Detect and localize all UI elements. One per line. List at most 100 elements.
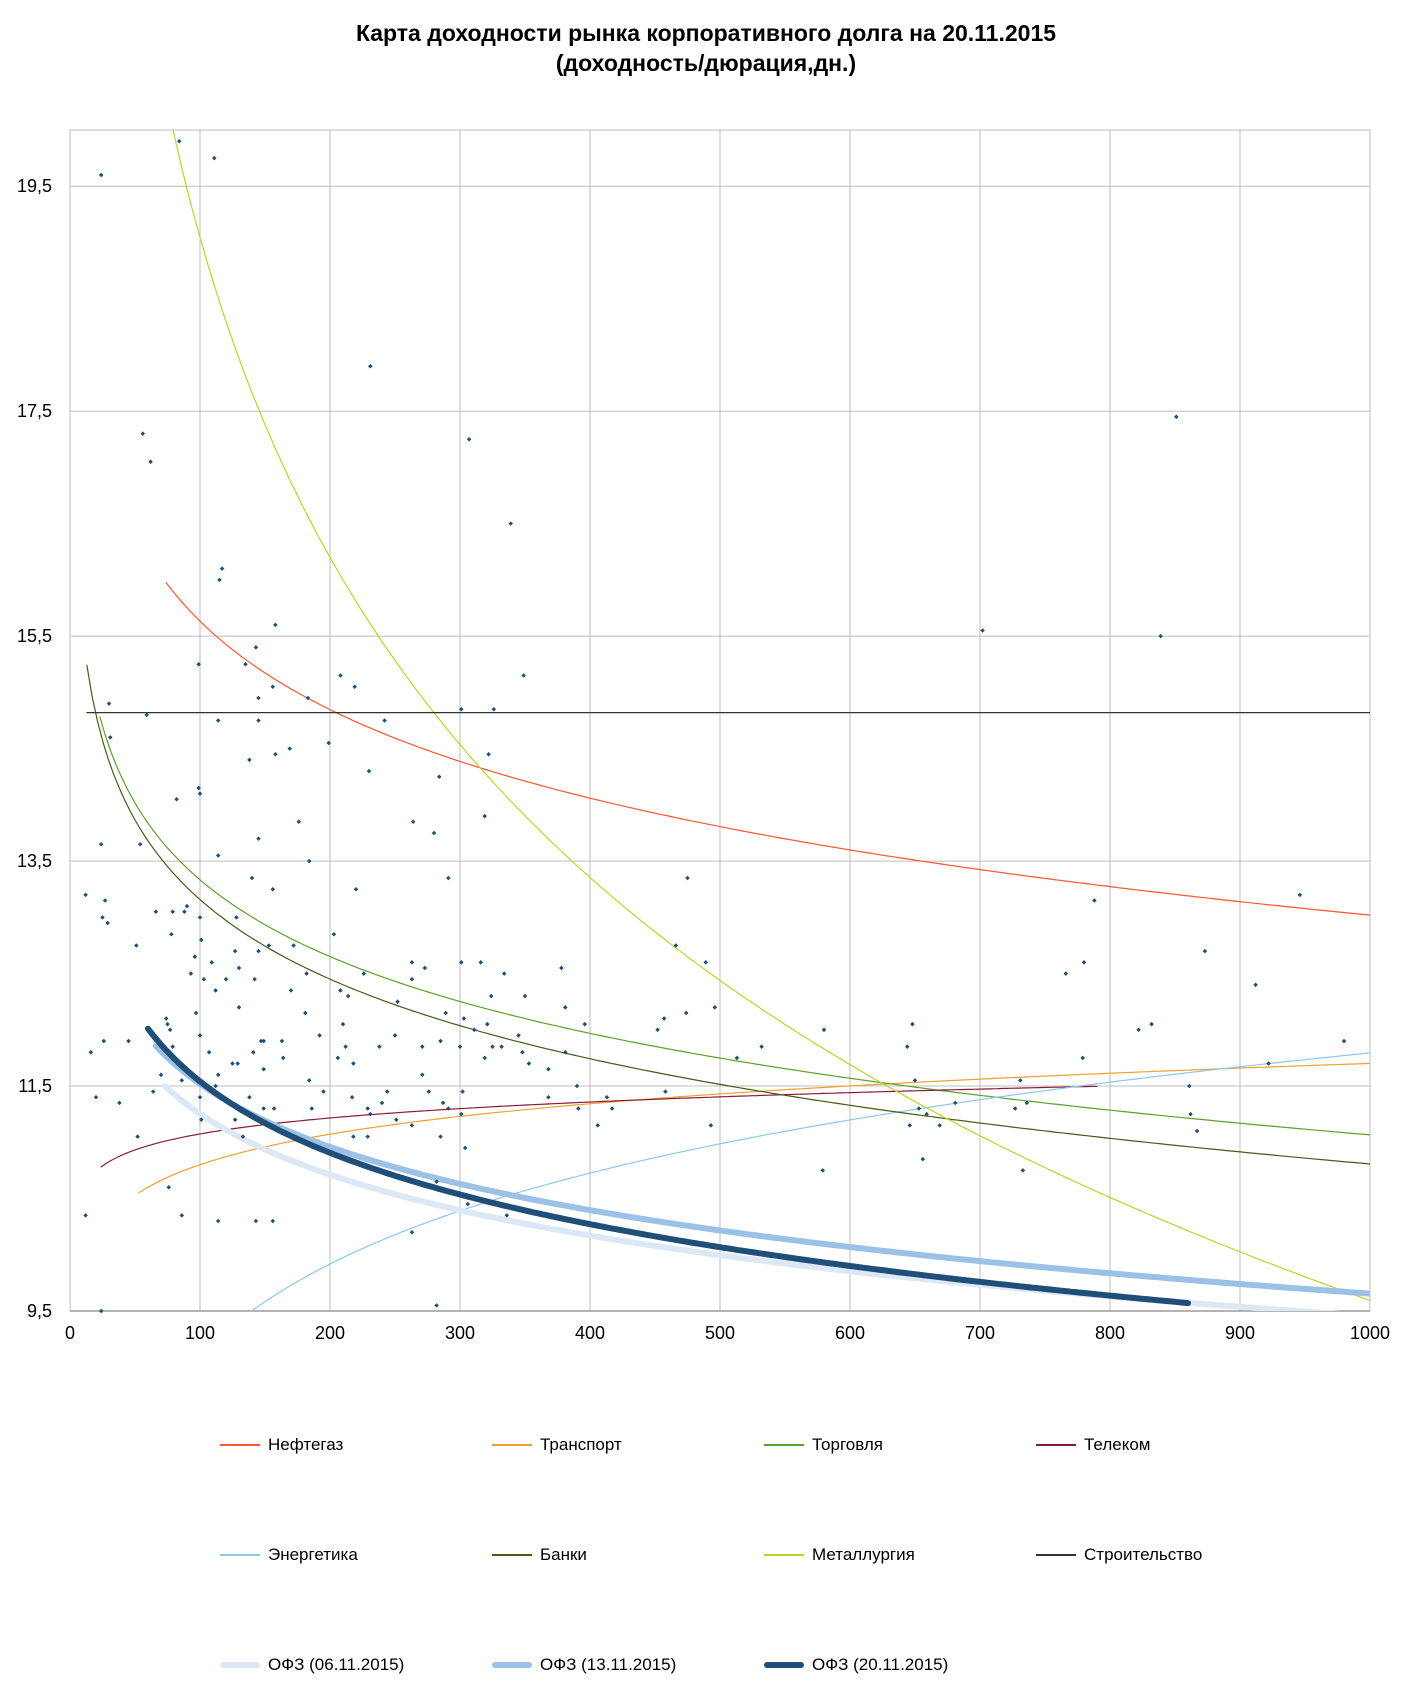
x-tick-label: 1000 [1350, 1323, 1390, 1343]
data-point [230, 1061, 235, 1066]
data-point [1018, 1078, 1023, 1083]
data-point [340, 1021, 346, 1027]
data-point [734, 1055, 740, 1061]
data-point [98, 1308, 104, 1314]
data-point [576, 1106, 581, 1111]
legend-label: ОФЗ (13.11.2015) [540, 1655, 677, 1674]
data-point [431, 830, 437, 836]
legend-label: Торговля [812, 1435, 884, 1454]
x-tick-label: 700 [965, 1323, 995, 1343]
data-point [420, 1044, 425, 1049]
data-point [574, 1083, 580, 1089]
legend-label: Телеком [1084, 1435, 1151, 1454]
data-point [980, 628, 985, 633]
data-point [306, 1078, 312, 1083]
data-point [326, 740, 331, 746]
data-point [478, 960, 484, 965]
data-point [309, 1106, 315, 1111]
legend-item: ОФЗ (06.11.2015) [220, 1651, 404, 1679]
data-point [595, 1123, 601, 1128]
data-point [426, 1089, 432, 1094]
y-tick-label: 17,5 [17, 401, 52, 421]
data-point [563, 1005, 568, 1010]
y-axis-tick-labels: 9,5 11,5 13,5 15,5 17,5 19,5 [17, 176, 52, 1321]
data-point [953, 1100, 958, 1106]
data-point [491, 706, 497, 712]
data-point [436, 774, 442, 780]
data-point [1202, 948, 1208, 954]
data-point [924, 1111, 929, 1117]
data-point [409, 960, 415, 965]
data-point [338, 673, 343, 678]
x-tick-label: 900 [1225, 1323, 1255, 1343]
data-point [321, 1089, 326, 1094]
data-point [520, 1050, 525, 1055]
data-point [384, 1089, 390, 1094]
y-tick-label: 9,5 [27, 1301, 52, 1321]
data-point [499, 1044, 504, 1049]
data-point [434, 1179, 439, 1184]
data-point [288, 988, 294, 993]
data-point [1080, 1055, 1085, 1061]
data-point [338, 988, 343, 993]
data-point [820, 1168, 825, 1173]
data-point [712, 1005, 718, 1010]
trend-line-офз-20-11-2015 [145, 1025, 1191, 1307]
trend-line-нефтегаз [165, 582, 1370, 916]
trend-line-металлургия [172, 130, 1370, 1302]
data-point [273, 751, 278, 757]
data-point [526, 1061, 532, 1066]
data-point [287, 746, 292, 751]
data-point [365, 1134, 370, 1139]
data-point [291, 943, 296, 948]
data-point [392, 1033, 398, 1038]
data-point [395, 999, 400, 1004]
data-point [446, 875, 451, 881]
data-point [253, 1218, 259, 1224]
data-point [466, 437, 472, 442]
data-point [459, 706, 464, 712]
legend-label: ОФЗ (06.11.2015) [268, 1655, 405, 1674]
trend-line-банки [86, 664, 1370, 1165]
data-point [213, 1083, 218, 1089]
data-point [379, 1100, 385, 1106]
y-tick-label: 11,5 [18, 1076, 52, 1096]
legend-swatch [764, 1662, 804, 1668]
data-point [270, 886, 276, 892]
legend-item: Транспорт [492, 1431, 622, 1459]
data-point [306, 858, 312, 864]
data-point [179, 1213, 185, 1218]
data-point [912, 1078, 918, 1083]
legend-item: Банки [492, 1541, 587, 1569]
legend-item: Торговля [764, 1431, 883, 1459]
legend-swatch [764, 1444, 804, 1446]
data-point [335, 1055, 341, 1061]
data-point [1149, 1021, 1154, 1027]
chart-title-line-1: Карта доходности рынка корпоративного до… [355, 20, 1057, 46]
data-point [609, 1106, 615, 1111]
x-tick-label: 200 [315, 1323, 345, 1343]
data-point [258, 1038, 264, 1044]
data-point [759, 1044, 764, 1049]
data-point [440, 1100, 446, 1106]
legend-label: Металлургия [812, 1545, 915, 1564]
data-point [303, 1010, 308, 1016]
data-point [508, 521, 513, 526]
data-point [486, 751, 491, 757]
data-point [256, 948, 261, 954]
data-point [460, 1089, 465, 1094]
data-point [148, 459, 153, 465]
data-point [197, 1033, 203, 1038]
data-point [256, 695, 261, 701]
data-point [422, 965, 428, 971]
legend-swatch [220, 1444, 260, 1446]
data-point [708, 1123, 714, 1128]
chart-title-line-2: (доходность/дюрация,дн.) [555, 50, 857, 76]
data-point [135, 1134, 140, 1139]
data-point [352, 684, 357, 690]
data-point [240, 1134, 246, 1139]
legend-swatch [220, 1662, 260, 1668]
data-point [604, 1095, 610, 1100]
data-point [215, 1218, 221, 1224]
